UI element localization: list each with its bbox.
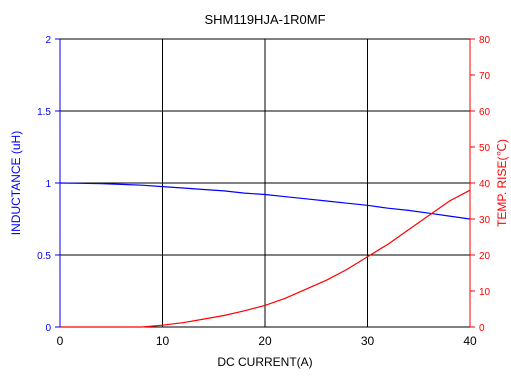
y-left-tick-label: 1	[45, 179, 51, 190]
temp-rise-line	[60, 189, 471, 328]
y-right-tick-label: 20	[479, 251, 491, 262]
y-axis-right-label: TEMP. RISE(℃)	[495, 139, 509, 227]
y-right-tick-label: 80	[479, 35, 491, 46]
inductance-line	[59, 182, 471, 220]
y-right-tick-label: 10	[479, 287, 491, 298]
y-axis-left-label: INDUCTANCE (uH)	[9, 131, 23, 235]
y-right-tick-label: 50	[479, 143, 491, 154]
y-left-tick-label: 1.5	[37, 107, 51, 118]
x-tick-label: 20	[258, 334, 272, 348]
y-right-tick-label: 30	[479, 215, 491, 226]
y-left-tick-label: 2	[45, 35, 51, 46]
y-right-tick-label: 40	[479, 179, 491, 190]
x-tick-label: 0	[57, 334, 64, 348]
chart-title: SHM119HJA-1R0MF	[204, 12, 325, 27]
y-right-tick-label: 0	[479, 323, 485, 334]
x-axis-label: DC CURRENT(A)	[217, 355, 312, 369]
y-right-tick-label: 70	[479, 71, 491, 82]
x-tick-label: 30	[361, 334, 375, 348]
grid	[60, 39, 470, 327]
x-tick-label: 10	[156, 334, 170, 348]
series-layer	[59, 182, 471, 328]
x-tick-label: 40	[463, 334, 477, 348]
y-right-tick-label: 60	[479, 107, 491, 118]
y-left-tick-label: 0	[45, 323, 51, 334]
y-left-tick-label: 0.5	[37, 251, 51, 262]
